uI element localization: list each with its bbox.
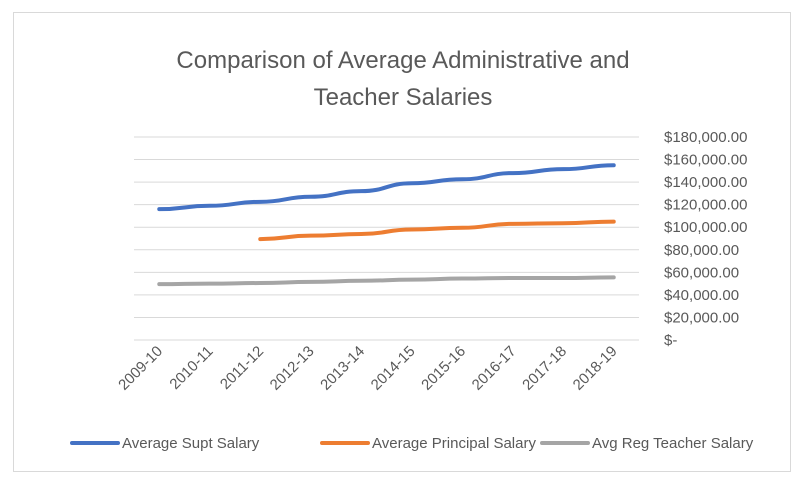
x-tick-label: 2015-16 xyxy=(418,343,469,394)
x-axis-ticks: 2009-10 2010-11 2011-12 2012-13 2013-14 2014-… xyxy=(115,343,620,394)
chart-title-line-1: Comparison of Average Administrative and xyxy=(176,47,629,74)
legend-label: Avg Reg Teacher Salary xyxy=(592,435,754,452)
x-tick-label: 2016-17 xyxy=(469,343,520,394)
chart-title-line-2: Teacher Salaries xyxy=(314,84,493,111)
legend: Average Supt Salary Average Principal Sal… xyxy=(70,435,754,452)
chart-frame: Comparison of Average Administrative and… xyxy=(13,12,791,472)
y-tick-label: $40,000.00 xyxy=(664,287,739,304)
series-line-1 xyxy=(157,163,616,212)
x-tick-label: 2012-13 xyxy=(267,343,318,394)
x-tick-label: 2013-14 xyxy=(317,343,368,394)
legend-label: Average Principal Salary xyxy=(372,435,536,452)
y-tick-label: $20,000.00 xyxy=(664,309,739,326)
x-tick-label: 2017-18 xyxy=(519,343,570,394)
y-tick-label: $100,000.00 xyxy=(664,219,747,236)
y-axis-ticks: $- $20,000.00 $40,000.00 $60,000.00 $80,000.… xyxy=(664,129,747,349)
series-line-2 xyxy=(258,219,616,242)
x-tick-label: 2011-12 xyxy=(217,343,267,393)
y-tick-label: $60,000.00 xyxy=(664,264,739,281)
x-tick-label: 2018-19 xyxy=(570,343,621,394)
x-tick-label: 2014-15 xyxy=(368,343,419,394)
y-tick-label: $160,000.00 xyxy=(664,152,747,169)
series-lines xyxy=(157,163,616,287)
y-tick-label: $- xyxy=(664,332,677,349)
y-tick-label: $80,000.00 xyxy=(664,242,739,259)
chart-svg: Comparison of Average Administrative and… xyxy=(70,47,754,452)
legend-label: Average Supt Salary xyxy=(122,435,260,452)
x-tick-label: 2010-11 xyxy=(166,343,216,393)
x-tick-label: 2009-10 xyxy=(115,343,166,394)
y-tick-label: $120,000.00 xyxy=(664,197,747,214)
series-line-3 xyxy=(157,275,616,287)
y-tick-label: $180,000.00 xyxy=(664,129,747,146)
y-tick-label: $140,000.00 xyxy=(664,174,747,191)
